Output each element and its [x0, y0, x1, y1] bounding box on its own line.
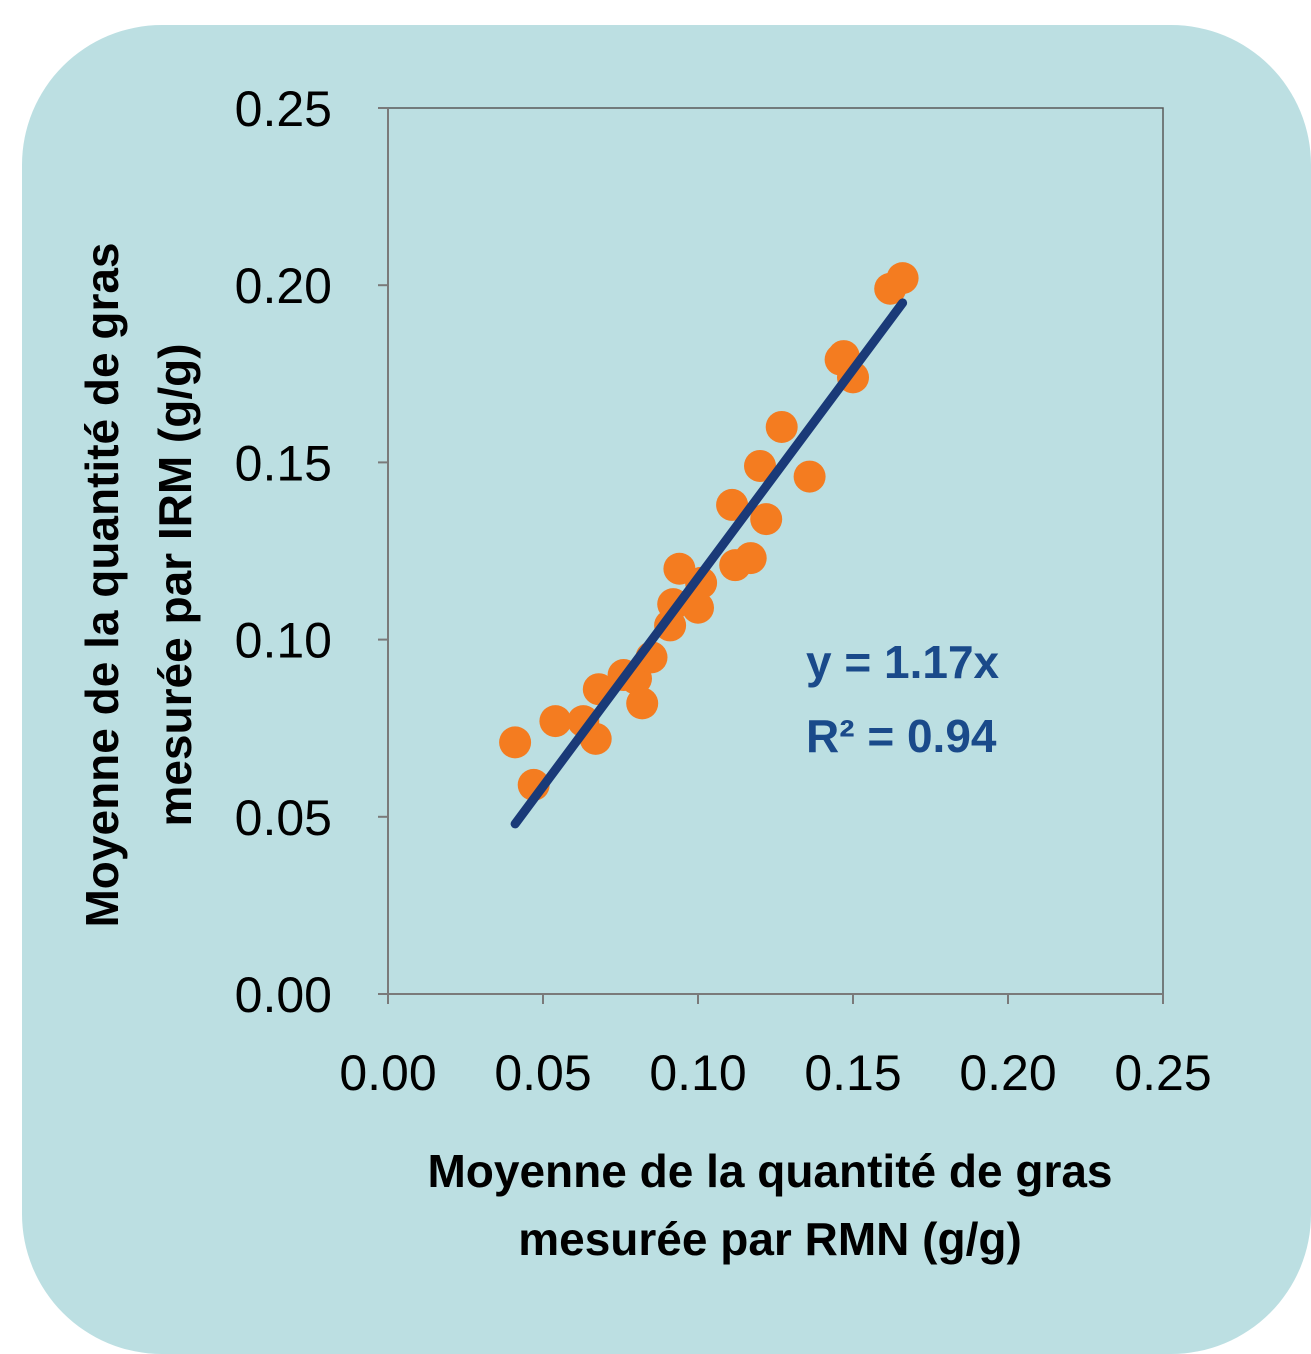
x-tick-label: 0.25 [1114, 1045, 1211, 1101]
data-point [744, 449, 776, 482]
x-tick-label: 0.20 [959, 1045, 1056, 1101]
x-axis-title-line-2: mesurée par RMN (g/g) [518, 1213, 1022, 1265]
data-point [765, 410, 798, 443]
axis-ticks [378, 107, 1164, 1004]
trendline [510, 298, 908, 829]
data-points [499, 262, 919, 801]
y-axis-title-line-1: Moyenne de la quantité de gras [76, 242, 128, 927]
x-tick-label: 0.00 [339, 1045, 436, 1101]
data-point [716, 488, 749, 521]
data-point [886, 262, 919, 295]
y-tick-label: 0.10 [235, 613, 332, 669]
x-axis-title-line-1: Moyenne de la quantité de gras [427, 1145, 1112, 1197]
y-tick-label: 0.05 [235, 790, 332, 846]
axis-tick-labels: 0.00 0.05 0.10 0.15 0.20 0.25 0.00 0.05 0.10 0.15… [235, 81, 1212, 1101]
data-point [793, 460, 826, 493]
y-tick-label: 0.15 [235, 435, 332, 491]
x-tick-label: 0.15 [804, 1045, 901, 1101]
y-tick-label: 0.20 [235, 258, 332, 314]
chart-card [22, 25, 1311, 1354]
x-tick-label: 0.05 [494, 1045, 591, 1101]
trendline-r-squared: R² = 0.94 [806, 710, 997, 762]
data-point [734, 542, 767, 575]
y-tick-label: 0.00 [235, 967, 332, 1023]
data-point [626, 687, 659, 720]
data-point [539, 705, 572, 738]
plot-area [387, 107, 1164, 995]
data-point [499, 726, 532, 759]
trendline-equation: y = 1.17x [806, 636, 1000, 688]
y-axis-title-line-2: mesurée par IRM (g/g) [149, 343, 201, 826]
trendline-group [510, 298, 908, 829]
data-point [750, 503, 783, 536]
y-tick-label: 0.25 [235, 81, 332, 137]
x-tick-label: 0.10 [649, 1045, 746, 1101]
data-point [682, 591, 714, 624]
